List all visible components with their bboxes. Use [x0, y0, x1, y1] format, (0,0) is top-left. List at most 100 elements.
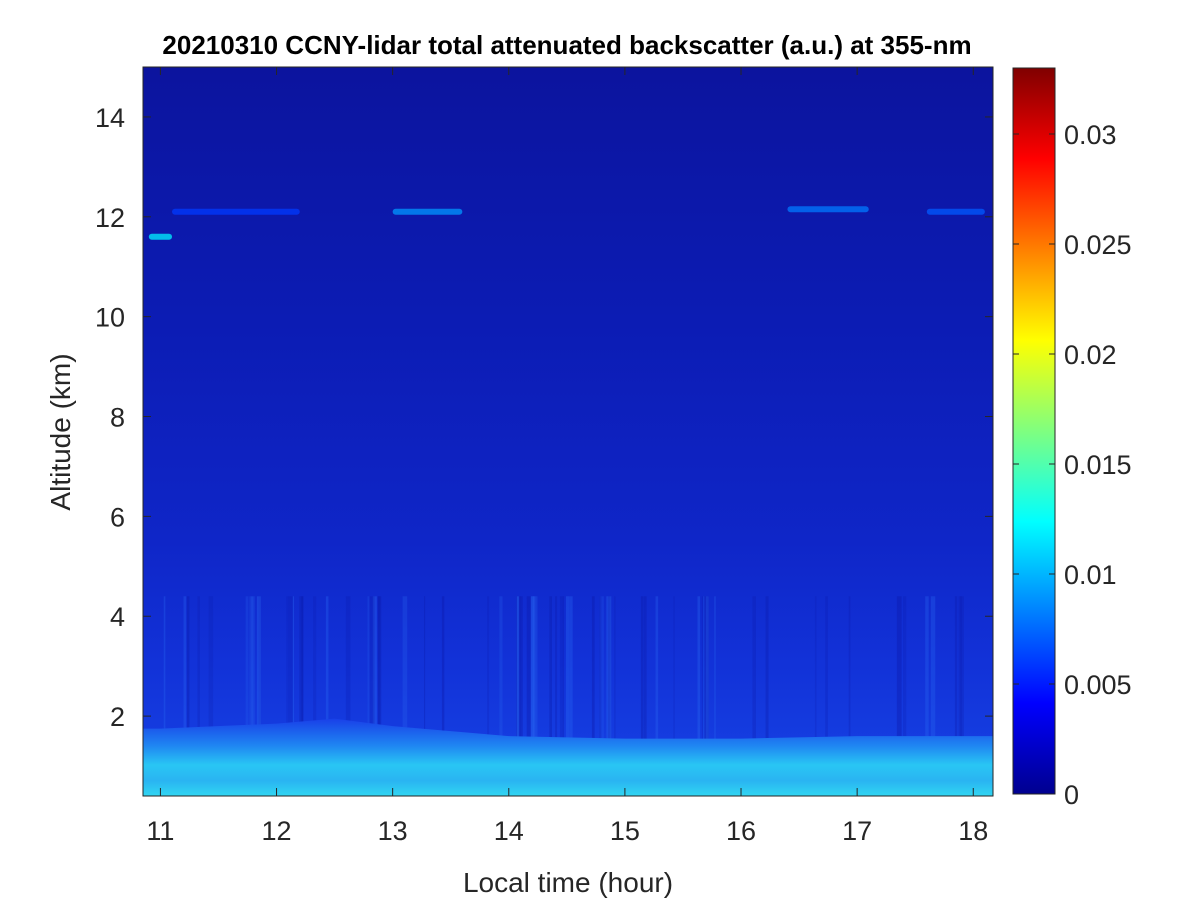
- streak: [183, 596, 187, 796]
- x-tick-label: 17: [842, 816, 872, 846]
- y-tick-label: 10: [95, 303, 125, 333]
- colorbar-tick-label: 0.01: [1064, 560, 1117, 590]
- x-tick-label: 16: [726, 816, 756, 846]
- heatmap-vertical-streaks: [163, 596, 964, 796]
- streak: [591, 596, 595, 796]
- x-tick-label: 18: [958, 816, 988, 846]
- streak: [369, 596, 375, 796]
- y-tick-label: 2: [110, 702, 125, 732]
- streak: [814, 596, 817, 796]
- x-tick-label: 14: [494, 816, 524, 846]
- y-tick-label: 12: [95, 203, 125, 233]
- x-tick-label: 15: [610, 816, 640, 846]
- streak: [299, 596, 303, 796]
- streak: [714, 596, 716, 796]
- streak: [599, 596, 602, 796]
- streak: [697, 596, 701, 796]
- streak: [367, 596, 370, 796]
- y-axis-ticks: 2 4 6 8 10 12 14: [95, 103, 993, 732]
- cirrus-layer: [148, 233, 173, 240]
- streak: [565, 596, 570, 796]
- streak: [292, 596, 294, 796]
- x-axis-label: Local time (hour): [463, 867, 673, 898]
- streak: [516, 596, 521, 796]
- streak: [705, 596, 709, 796]
- streak: [848, 596, 851, 796]
- streak: [516, 596, 520, 796]
- streak: [530, 596, 536, 796]
- streak: [562, 596, 565, 796]
- y-tick-label: 14: [95, 103, 125, 133]
- colorbar-tick-label: 0.02: [1064, 340, 1117, 370]
- streak: [752, 596, 756, 796]
- streak: [325, 596, 329, 796]
- colorbar-tick-label: 0.015: [1064, 450, 1132, 480]
- streak: [673, 596, 675, 796]
- streak: [517, 596, 519, 796]
- streak: [549, 596, 552, 796]
- streak: [519, 596, 523, 796]
- streak: [555, 596, 558, 796]
- streak: [599, 596, 604, 796]
- y-tick-label: 4: [110, 602, 125, 632]
- streak: [765, 596, 769, 796]
- heatmap-plot-area: [143, 67, 993, 796]
- streak: [377, 596, 381, 796]
- x-tick-label: 11: [146, 816, 174, 846]
- streak: [377, 596, 382, 796]
- streak: [301, 596, 304, 796]
- colorbar: [1012, 67, 1056, 795]
- cirrus-layer: [787, 206, 869, 213]
- heatmap-background: [143, 67, 993, 796]
- streak: [960, 596, 964, 796]
- streak: [703, 596, 705, 796]
- boundary-layer-region: [143, 718, 993, 796]
- x-tick-label: 12: [262, 816, 292, 846]
- streak: [606, 596, 612, 796]
- streak: [532, 596, 538, 796]
- streak: [251, 596, 256, 796]
- streak: [345, 596, 351, 796]
- plot-frame: [142, 66, 994, 797]
- y-axis-label: Altitude (km): [45, 353, 76, 510]
- streak: [701, 596, 704, 796]
- streak: [163, 596, 166, 796]
- streak: [655, 596, 659, 796]
- colorbar-tick-label: 0.03: [1064, 120, 1117, 150]
- streak: [958, 596, 962, 796]
- streak: [640, 596, 644, 796]
- cirrus-layers: [148, 206, 985, 240]
- streak: [607, 596, 611, 796]
- streak: [441, 596, 445, 796]
- streak: [287, 596, 293, 796]
- streak: [930, 596, 936, 796]
- streak: [896, 596, 902, 796]
- streak: [704, 596, 709, 796]
- streak: [197, 596, 200, 796]
- streak: [925, 596, 929, 796]
- cirrus-layer: [926, 208, 985, 215]
- y-tick-label: 6: [110, 502, 125, 532]
- colorbar-ticks: 0 0.005 0.01 0.015 0.02 0.025 0.03: [1013, 120, 1132, 810]
- streak: [487, 596, 490, 796]
- streak: [249, 596, 254, 796]
- streak: [530, 596, 535, 796]
- streak: [186, 596, 190, 796]
- streak: [825, 596, 828, 796]
- streak: [644, 596, 647, 796]
- streak: [372, 596, 377, 796]
- streak: [903, 596, 907, 796]
- streak: [245, 596, 249, 796]
- colorbar-tick-label: 0: [1064, 780, 1079, 810]
- streak: [256, 596, 261, 796]
- streak: [499, 596, 503, 796]
- x-axis-ticks: 11 12 13 14 15 16 17 18: [146, 67, 988, 846]
- streak: [559, 596, 564, 796]
- streak: [614, 596, 616, 796]
- streak: [424, 596, 426, 796]
- streak: [313, 596, 317, 796]
- colorbar-tick-label: 0.005: [1064, 670, 1132, 700]
- colorbar-tick-label: 0.025: [1064, 230, 1132, 260]
- streak: [569, 596, 573, 796]
